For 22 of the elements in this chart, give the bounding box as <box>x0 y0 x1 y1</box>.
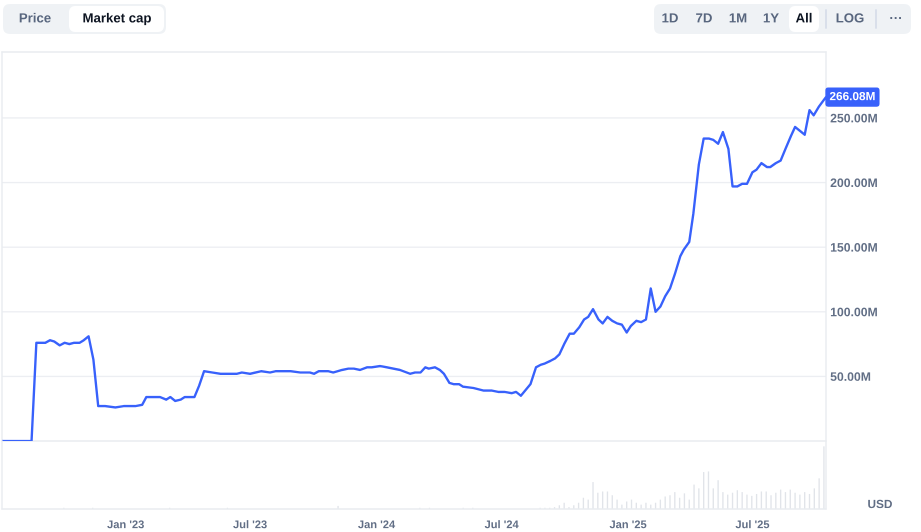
x-tick-label: Jul '23 <box>233 520 267 528</box>
y-axis-title: USD <box>868 500 892 508</box>
y-tick-label: 150.00M <box>830 243 877 252</box>
y-tick-label: 50.00M <box>830 372 870 381</box>
x-tick-label: Jul '25 <box>736 520 770 528</box>
text: LOG <box>836 13 864 23</box>
text: 1D <box>662 13 678 22</box>
x-tick-label: Jan '25 <box>610 520 646 528</box>
text: ··· <box>890 17 901 19</box>
annotation: 266.08M <box>830 92 875 100</box>
x-tick-label: Jan '24 <box>358 520 396 528</box>
text: Price <box>20 12 51 23</box>
text: 1M <box>730 13 746 22</box>
y-tick-label: 250.00M <box>830 114 877 122</box>
x-tick-label: Jul '24 <box>484 520 519 528</box>
text: All <box>796 12 812 22</box>
text: Market cap <box>83 12 151 26</box>
y-tick-label: 200.00M <box>830 178 877 188</box>
text: 7D <box>696 13 712 22</box>
y-tick-label: 100.00M <box>830 308 877 316</box>
text: 1Y <box>764 13 779 22</box>
x-tick-label: Jan '23 <box>107 520 144 528</box>
